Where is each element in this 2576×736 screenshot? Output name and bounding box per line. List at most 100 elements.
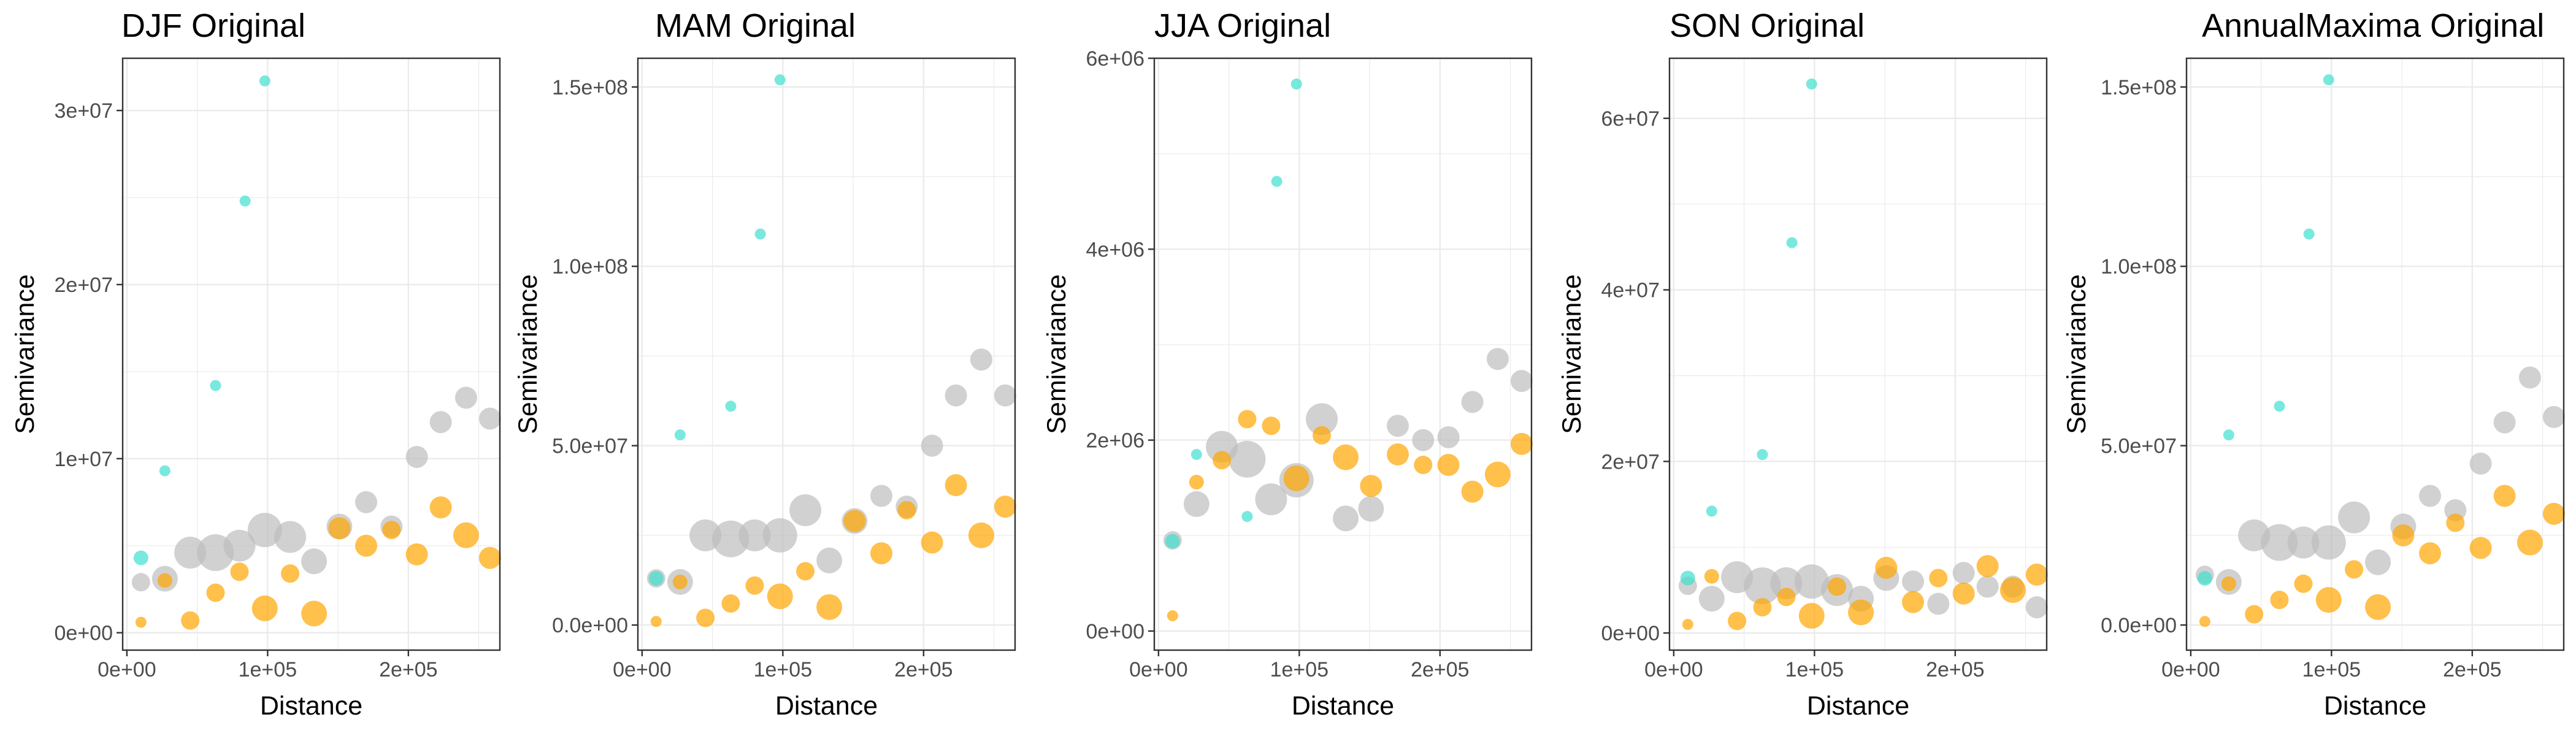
x-axis-title: Distance (775, 691, 878, 721)
panel-title: AnnualMaxima Original (2202, 7, 2544, 44)
data-point (738, 519, 771, 551)
data-point (405, 543, 428, 565)
data-point (1386, 415, 1409, 437)
data-point (1190, 448, 1202, 460)
data-point (1794, 564, 1829, 599)
data-point (2274, 401, 2285, 412)
data-point (2261, 524, 2298, 561)
data-point (2223, 429, 2234, 441)
data-point (754, 228, 766, 240)
data-point (1698, 586, 1725, 612)
data-point (2315, 587, 2342, 613)
data-point (1806, 78, 1817, 90)
data-point (1414, 456, 1433, 475)
y-axis-title: Semivariance (1557, 274, 1587, 434)
data-point (174, 537, 207, 569)
data-point (1704, 569, 1719, 584)
data-point (2270, 591, 2289, 610)
data-point (133, 550, 148, 565)
data-point (1461, 391, 1484, 413)
data-point (1306, 403, 1338, 435)
data-point (1728, 611, 1747, 631)
data-point (1313, 426, 1332, 445)
data-point (1828, 577, 1847, 596)
data-point (2338, 501, 2371, 534)
data-point (1848, 599, 1874, 626)
data-point (247, 513, 282, 548)
data-point (478, 546, 501, 569)
data-point (1283, 465, 1309, 491)
data-point (1798, 603, 1825, 629)
y-tick-label: 6e+06 (1086, 47, 1145, 71)
x-tick-label: 2e+05 (2443, 658, 2502, 681)
data-point (2323, 74, 2334, 86)
y-tick-label: 1.0e+08 (2101, 255, 2177, 278)
data-point (1189, 475, 1204, 490)
y-axis-title: Semivariance (2062, 274, 2091, 434)
data-point (454, 386, 477, 409)
y-tick-label: 0.0e+00 (552, 614, 628, 637)
data-point (2311, 525, 2346, 560)
data-point (721, 594, 740, 613)
y-axis-title: Semivariance (10, 274, 40, 434)
data-point (2392, 524, 2415, 546)
data-point (672, 574, 688, 589)
data-point (274, 521, 307, 553)
x-tick-label: 0e+00 (1129, 658, 1188, 681)
y-tick-label: 1.0e+08 (552, 255, 628, 278)
data-point (1744, 567, 1781, 605)
data-point (1386, 443, 1409, 466)
data-point (1255, 483, 1287, 516)
data-point (789, 494, 822, 526)
data-point (2493, 485, 2516, 507)
data-point (1952, 582, 1975, 605)
data-point (181, 611, 200, 630)
panel-border (1668, 57, 2048, 651)
panel-border (121, 57, 501, 651)
x-axis-title: Distance (2324, 691, 2426, 721)
data-point (1952, 562, 1975, 585)
data-point (796, 562, 815, 581)
y-tick-label: 4e+06 (1086, 238, 1145, 261)
data-point (2294, 574, 2313, 593)
panel-border (1153, 57, 1533, 651)
data-point (1271, 175, 1282, 187)
y-tick-label: 1.5e+08 (2101, 76, 2177, 99)
data-point (1929, 569, 1948, 588)
data-point (1333, 505, 1359, 532)
data-point (897, 500, 916, 519)
data-point (405, 445, 428, 468)
x-tick-label: 1e+05 (2302, 658, 2361, 681)
data-point (2542, 405, 2565, 428)
data-point (328, 517, 351, 540)
x-tick-label: 1e+05 (1270, 658, 1329, 681)
data-point (1358, 496, 1384, 522)
data-point (1682, 619, 1693, 631)
data-point (2245, 605, 2264, 624)
data-point (429, 496, 452, 519)
data-point (301, 548, 328, 575)
data-point (816, 594, 843, 620)
data-point (1753, 598, 1772, 617)
data-point (2199, 616, 2210, 627)
data-point (1412, 429, 1435, 451)
data-point (945, 384, 967, 407)
data-point (945, 473, 967, 496)
y-tick-label: 0.0e+00 (2101, 614, 2177, 637)
data-point (1786, 237, 1798, 248)
data-point (2469, 537, 2492, 559)
data-point (131, 573, 150, 592)
data-point (2418, 542, 2441, 565)
data-point (1437, 454, 1460, 477)
y-tick-label: 3e+07 (55, 99, 113, 123)
x-tick-label: 2e+05 (1926, 658, 1985, 681)
data-point (2303, 228, 2315, 240)
panel-3: 0e+00 1e+05 2e+05 0e+00 2e+06 4e+06 6e+06 JJA O… (1042, 7, 1533, 721)
y-tick-label: 6e+07 (1601, 107, 1660, 131)
panel-border (2185, 57, 2565, 651)
data-point (674, 429, 686, 441)
data-point (2365, 549, 2391, 575)
y-tick-label: 2e+07 (1601, 450, 1660, 473)
panel-title: JJA Original (1154, 7, 1331, 44)
